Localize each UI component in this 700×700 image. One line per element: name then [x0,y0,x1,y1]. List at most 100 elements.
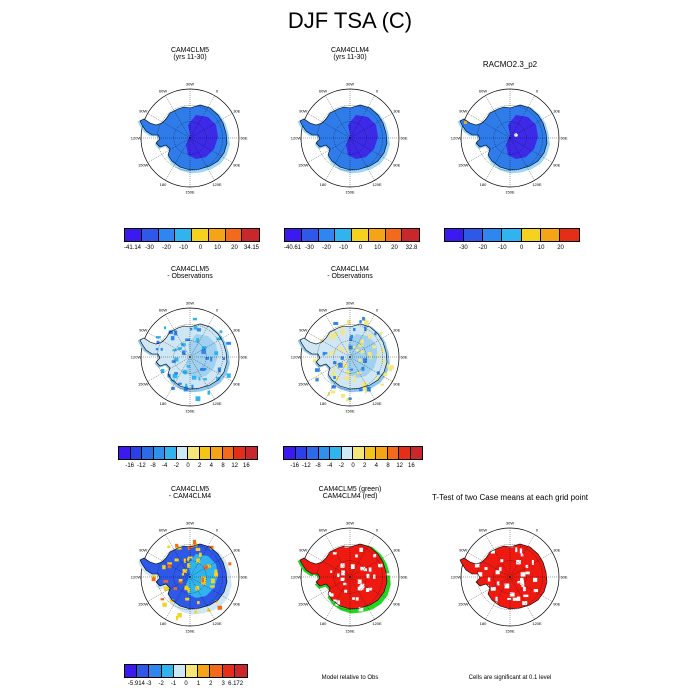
colorbar-tick: 4 [374,463,378,469]
lon-label: 120E [212,401,222,406]
map-clm4: 30W 0 30E 60E 90E 120E 150E 180 150W 120W 90W 60W [291,81,408,194]
colorbar-box [192,229,209,241]
colorbar-tick: -8 [315,463,321,469]
lon-label: 30E [393,547,400,552]
lon-label: 180 [480,621,487,626]
colorbar-box [521,229,541,241]
colorbar-box [285,229,302,241]
colorbar-box [385,229,403,241]
colorbar-tick: -41.14 [123,245,142,251]
panel-title-racmo: RACMO2.3_p2 [482,60,538,69]
lon-label: 150W [138,601,149,606]
colorbar-tick: 16 [407,463,415,469]
colorbar-clm5: -41.14 -30 -20 -10 0 10 20 34.15 [124,228,260,258]
lon-label: 120W [131,574,142,579]
lon-label: 60W [479,528,487,533]
lon-label: 150W [298,162,309,167]
colorbar-box [119,447,131,459]
colorbar-tick: 20 [391,245,398,251]
colorbar-clm5-clm4: -5.914 -3 -2 -1 0 1 2 3 6.172 [124,664,248,694]
colorbar-box [445,229,465,241]
colorbar-box [153,447,165,459]
lon-label: 150E [345,408,355,413]
colorbar-tick: -2 [158,681,164,687]
lon-label: 0 [216,308,219,313]
lon-label: 0 [376,528,379,533]
colorbar-tick: -2 [173,463,179,469]
lon-label: 60E [400,574,407,579]
colorbar-box [165,447,177,459]
colorbar-box [402,229,419,241]
colorbar-tick: -40.61 [283,245,302,251]
colorbar-tick: 8 [221,463,225,469]
map-clm5-obs: 30W 0 30E 60E 90E 120E 150E 180 150W 120W 90W 60W [131,300,248,413]
lon-label: 60W [319,528,327,533]
colorbar-box [245,447,257,459]
lon-label: 60E [400,135,407,140]
note-model-relative: Model relative to Obs [321,675,379,681]
colorbar-box [173,665,187,677]
colorbar-box [199,447,211,459]
lon-label: 60W [479,89,487,94]
colorbar-box [335,229,352,241]
colorbar-tick: 12 [396,463,403,469]
lon-label: 60E [560,574,567,579]
colorbar-box [137,665,150,677]
panel-title-clm4-obs: CAM4CLM4- Observations [327,266,373,280]
colorbar-box [225,229,243,241]
lon-label: 90E [233,601,240,606]
colorbar-box [210,665,223,677]
lon-label: 30E [233,108,240,113]
lon-label: 90W [139,327,147,332]
colorbar-box [284,447,296,459]
colorbar-tick: 10 [537,245,545,251]
panel-title-clm5-clm4: CAM4CLM5- CAM4CLM4 [168,486,212,500]
lon-label: 120E [372,621,382,626]
colorbar-tick: 2 [362,463,367,469]
colorbar-box [208,229,226,241]
colorbar-box [559,229,579,241]
lon-label: 60W [319,89,327,94]
colorbar-box [502,229,522,241]
lon-label: 30W [346,520,354,525]
colorbar-box [158,229,176,241]
colorbar-tick: -30 [459,245,468,251]
lon-label: 120E [372,401,382,406]
colorbar-tick: 8 [386,463,390,469]
lon-label: 90E [233,162,240,167]
colorbar-box [399,447,411,459]
lon-label: 90W [139,108,147,113]
lon-label: 120E [212,182,222,187]
colorbar-tick: -30 [145,245,154,251]
lon-label: 30E [553,547,560,552]
colorbar-tick: -20 [162,245,171,251]
colorbar-tick: 0 [358,245,363,251]
panel-title-sig-compare: CAM4CLM5 (green) CAM4CLM4 (red) [318,486,382,500]
colorbar-tick: -8 [150,463,156,469]
lon-label: 30E [393,327,400,332]
colorbar-tick: -4 [161,463,168,469]
colorbar-box [141,229,159,241]
colorbar-tick: -10 [339,245,348,251]
colorbar-box [330,447,342,459]
lon-label: 150E [185,189,195,194]
colorbar-box [242,229,259,241]
lon-label: 150W [458,162,469,167]
lon-label: 0 [376,89,379,94]
colorbar-box [353,447,365,459]
lon-label: 0 [216,528,219,533]
colorbar-tick: 10 [214,245,221,251]
colorbar-box [175,229,192,241]
lon-label: 90E [553,601,560,606]
lon-label: 60E [240,135,247,140]
map-racmo: 30W 0 30E 60E 90E 120E 150E 180 150W 120W 90W 60W [451,81,568,194]
colorbar-box [198,665,211,677]
lon-label: 90E [393,381,400,386]
colorbar-tick: -20 [478,245,488,251]
colorbar-box [307,447,319,459]
lon-label: 90E [553,162,560,167]
colorbar-tick: 20 [231,245,238,251]
colorbar-boxes [124,228,260,242]
lon-label: 90W [299,327,307,332]
colorbar-box [318,447,330,459]
